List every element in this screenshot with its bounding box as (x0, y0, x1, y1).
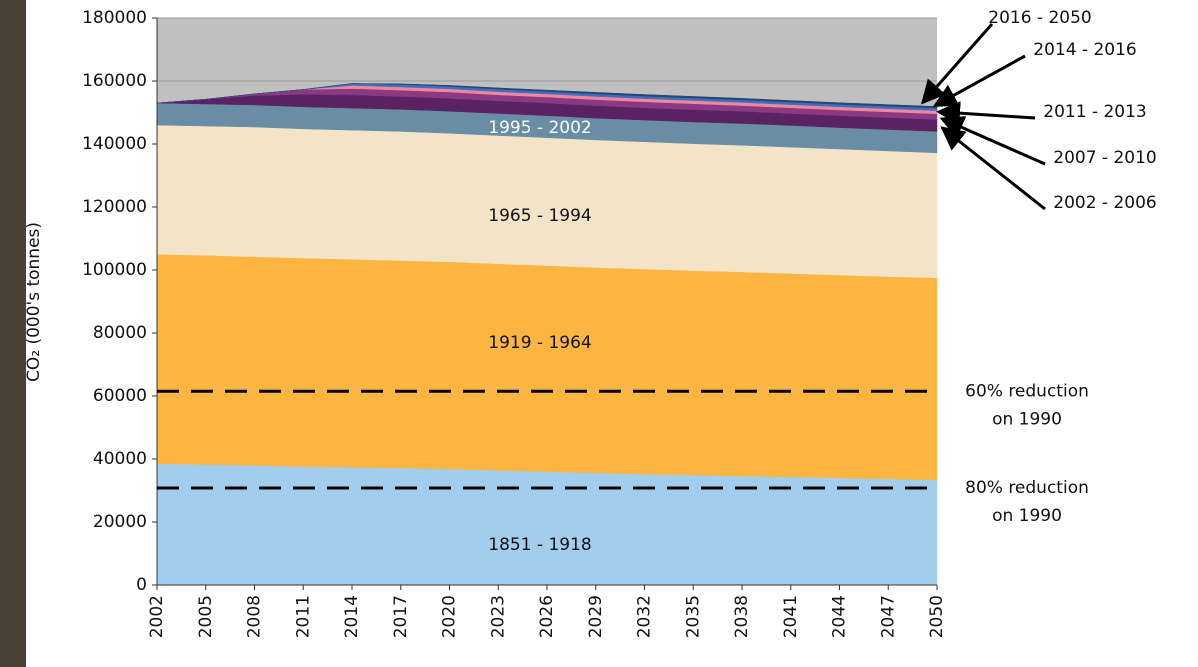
y-tick-label: 0 (136, 575, 147, 595)
series-label: 1919 - 1964 (488, 333, 591, 353)
reference-label: 60% reduction (965, 381, 1089, 401)
x-tick-label: 2026 (537, 595, 557, 638)
series-label: 1965 - 1994 (488, 206, 591, 226)
x-tick-label: 2020 (440, 595, 460, 638)
y-tick-label: 140000 (82, 134, 147, 154)
reference-label: 80% reduction (965, 478, 1089, 498)
y-tick-label: 120000 (82, 197, 147, 217)
y-tick-label: 180000 (82, 8, 147, 28)
area (157, 464, 937, 585)
page: {"chart_data": { "type": "stacked-area",… (0, 0, 1198, 667)
x-tick-label: 2035 (683, 595, 703, 638)
series-label: 2002 - 2006 (1053, 193, 1156, 213)
label-arrow (938, 56, 1025, 104)
reference-label: on 1990 (992, 506, 1062, 526)
y-tick-label: 20000 (93, 512, 147, 532)
series-label: 1995 - 2002 (488, 118, 591, 138)
series-label: 2011 - 2013 (1043, 102, 1146, 122)
y-tick-label: 80000 (93, 323, 147, 343)
label-arrow (942, 112, 1035, 118)
x-tick-label: 2029 (586, 595, 606, 638)
photo-strip (0, 0, 26, 667)
series-label: 2014 - 2016 (1033, 40, 1136, 60)
x-tick-label: 2014 (342, 595, 362, 638)
x-tick-label: 2023 (488, 595, 508, 638)
y-tick-label: 40000 (93, 449, 147, 469)
series-label: 1851 - 1918 (488, 535, 591, 555)
x-tick-label: 2017 (391, 595, 411, 638)
x-tick-label: 2011 (293, 595, 313, 638)
x-tick-label: 2044 (830, 595, 850, 638)
x-tick-label: 2008 (245, 595, 265, 638)
x-tick-label: 2005 (196, 595, 216, 638)
y-tick-label: 60000 (93, 386, 147, 406)
series-label: 2007 - 2010 (1053, 148, 1156, 168)
x-tick-label: 2050 (927, 595, 947, 638)
y-tick-label: 160000 (82, 71, 147, 91)
x-tick-label: 2002 (147, 595, 167, 638)
reference-label: on 1990 (992, 409, 1062, 429)
x-tick-label: 2038 (732, 595, 752, 638)
y-tick-label: 100000 (82, 260, 147, 280)
x-tick-label: 2047 (878, 595, 898, 638)
area (157, 254, 937, 480)
x-tick-label: 2041 (781, 595, 801, 638)
series-label: 2016 - 2050 (988, 8, 1091, 28)
x-tick-label: 2032 (635, 595, 655, 638)
y-axis-label: CO₂ (000's tonnes) (24, 222, 44, 382)
chart: CO₂ (000's tonnes) 0 20000 40000 60000 80000… (0, 0, 1198, 667)
